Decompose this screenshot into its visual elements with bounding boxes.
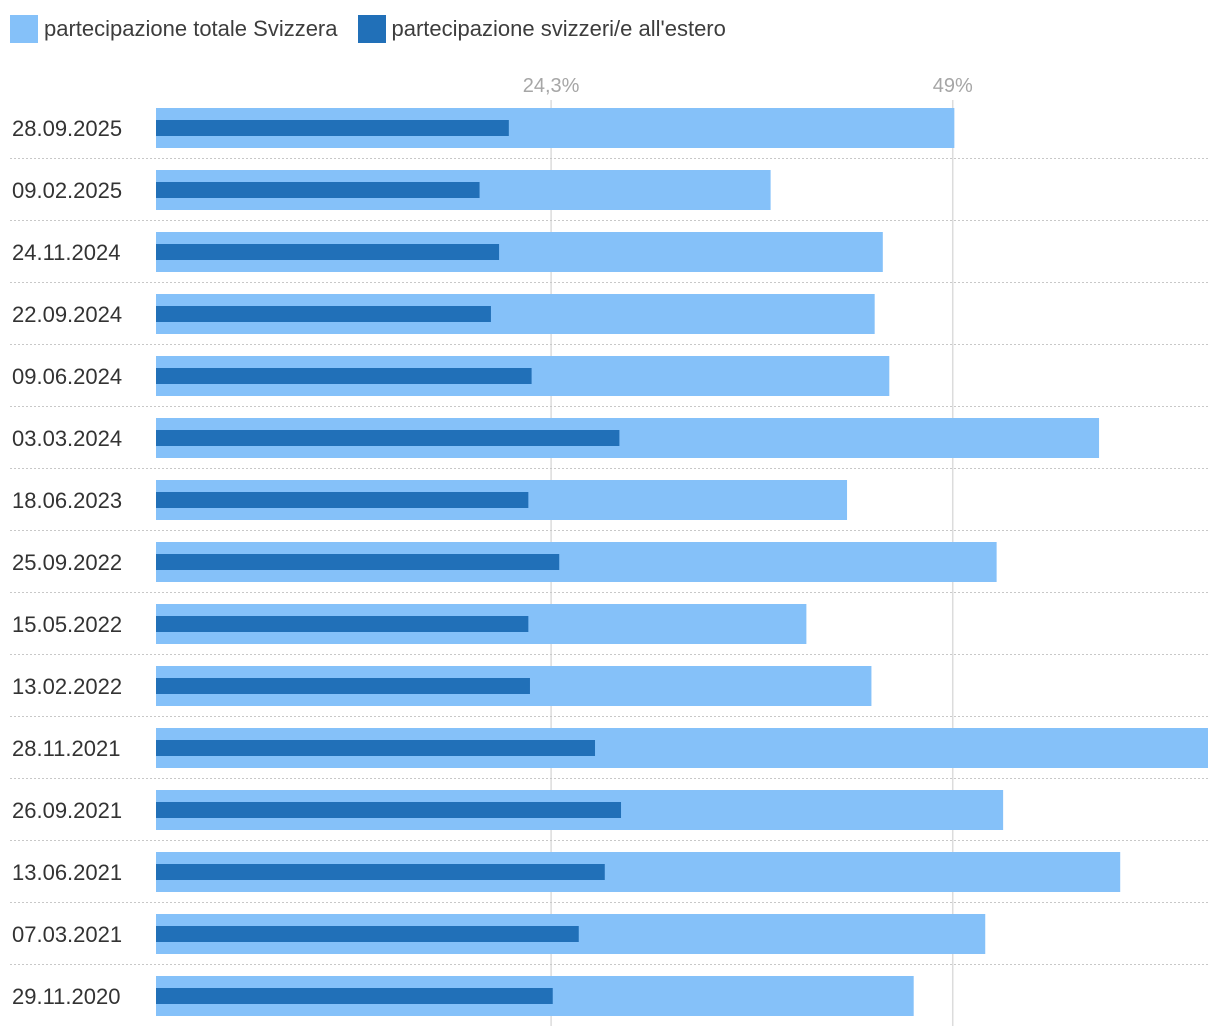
category-label-24.11.2024: 24.11.2024 <box>12 240 120 265</box>
category-label-13.02.2022: 13.02.2022 <box>12 674 122 699</box>
legend-swatch-total <box>10 15 38 43</box>
bar-abroad-22.09.2024 <box>156 306 491 322</box>
bar-abroad-26.09.2021 <box>156 802 622 818</box>
legend-item-total[interactable]: partecipazione totale Svizzera <box>10 15 338 43</box>
category-label-28.09.2025: 28.09.2025 <box>12 116 122 141</box>
category-label-15.05.2022: 15.05.2022 <box>12 612 122 637</box>
category-label-13.06.2021: 13.06.2021 <box>12 860 122 885</box>
legend-swatch-abroad <box>357 15 386 43</box>
bar-abroad-09.06.2024 <box>156 368 532 384</box>
bar-abroad-28.09.2025 <box>156 120 509 136</box>
bar-abroad-25.09.2022 <box>156 554 560 570</box>
bar-abroad-03.03.2024 <box>156 430 620 446</box>
category-label-18.06.2023: 18.06.2023 <box>12 488 122 513</box>
category-label-26.09.2021: 26.09.2021 <box>12 798 122 823</box>
bar-abroad-15.05.2022 <box>156 616 529 632</box>
legend-label-abroad: partecipazione svizzeri/e all'estero <box>391 16 726 41</box>
bar-abroad-18.06.2023 <box>156 492 529 508</box>
tick-label-0: 24,3% <box>523 75 580 97</box>
bar-abroad-13.06.2021 <box>156 864 605 880</box>
chart-legend: partecipazione totale Svizzera partecipa… <box>10 14 746 44</box>
legend-label-total: partecipazione totale Svizzera <box>44 16 338 41</box>
category-label-25.09.2022: 25.09.2022 <box>12 550 122 575</box>
category-label-09.02.2025: 09.02.2025 <box>12 178 122 203</box>
bar-abroad-29.11.2020 <box>156 988 553 1004</box>
bar-abroad-28.11.2021 <box>156 740 596 756</box>
bar-abroad-13.02.2022 <box>156 678 530 694</box>
bar-abroad-09.02.2025 <box>156 182 480 198</box>
legend-item-abroad[interactable]: partecipazione svizzeri/e all'estero <box>357 15 726 43</box>
category-label-07.03.2021: 07.03.2021 <box>12 922 122 947</box>
category-label-29.11.2020: 29.11.2020 <box>12 984 120 1009</box>
bar-abroad-07.03.2021 <box>156 926 579 942</box>
tick-label-1: 49% <box>933 75 973 97</box>
bar-abroad-24.11.2024 <box>156 244 500 260</box>
category-label-28.11.2021: 28.11.2021 <box>12 736 120 761</box>
category-label-03.03.2024: 03.03.2024 <box>12 426 122 451</box>
category-label-22.09.2024: 22.09.2024 <box>12 302 122 327</box>
category-label-09.06.2024: 09.06.2024 <box>12 364 122 389</box>
